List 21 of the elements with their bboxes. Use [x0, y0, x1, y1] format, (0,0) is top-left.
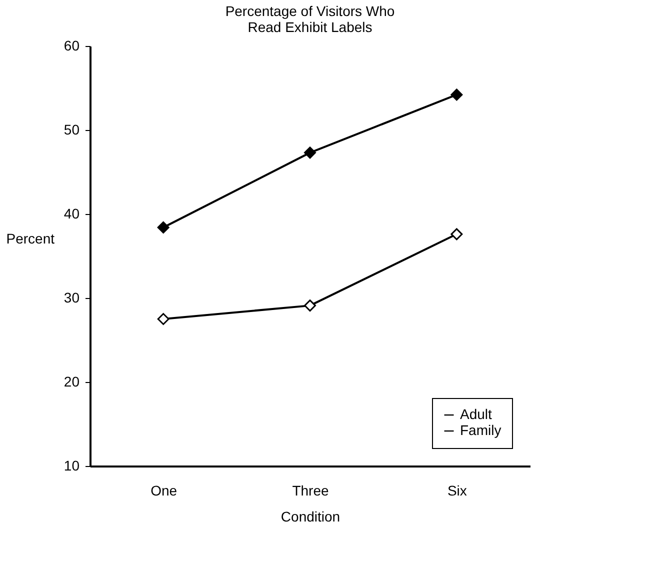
y-tick-label: 50 [64, 122, 80, 138]
y-tick-label: 10 [64, 458, 80, 474]
point [304, 300, 316, 312]
legend-label: Adult [460, 406, 492, 422]
text: Read Exhibit Labels [248, 19, 372, 35]
point [450, 228, 463, 240]
y-tick-label: 40 [64, 206, 80, 222]
point [157, 221, 170, 234]
text: Percentage of Visitors Who [225, 3, 395, 19]
point [304, 146, 316, 159]
y-tick-label: 60 [64, 38, 80, 54]
point [157, 313, 170, 325]
x-tick-label: Six [447, 482, 467, 498]
x-axis-title: Condition [280, 508, 340, 524]
y-tick-label: 30 [64, 290, 80, 306]
x-tick-label: Three [292, 482, 329, 498]
x-tick-label: One [150, 482, 178, 498]
y-tick-label: 20 [64, 374, 80, 390]
y-axis-title: Percent [6, 230, 55, 246]
point [450, 88, 463, 101]
legend-label: Family [460, 422, 502, 438]
